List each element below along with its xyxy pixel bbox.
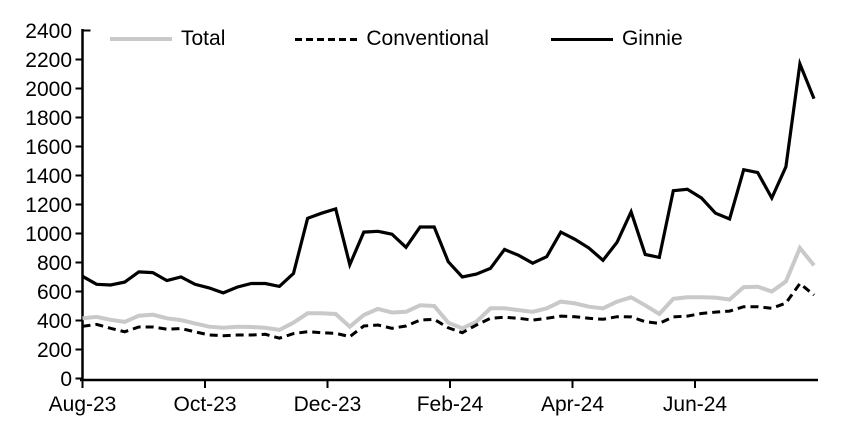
x-tick-label: Apr-24 [541, 393, 604, 416]
legend-label-total: Total [181, 27, 226, 50]
chart-legend: Total Conventional Ginnie [110, 26, 683, 52]
y-tick-label: 600 [37, 281, 72, 304]
conventional-line-swatch-icon [295, 37, 358, 41]
y-tick-label: 1400 [25, 165, 72, 188]
x-tick-label: Aug-23 [49, 393, 117, 416]
legend-item-total: Total [110, 27, 225, 51]
x-tick-label: Oct-23 [173, 393, 236, 416]
ginnie-line-swatch-icon [550, 37, 613, 41]
series-line-ginnie [81, 57, 816, 295]
y-tick-label: 800 [37, 252, 72, 275]
legend-label-conventional: Conventional [366, 27, 489, 50]
y-tick-label: 0 [60, 368, 72, 391]
y-tick-label: 400 [37, 310, 72, 333]
legend-item-ginnie: Ginnie [550, 27, 683, 51]
y-tick-label: 1600 [25, 136, 72, 159]
y-tick-label: 1000 [25, 223, 72, 246]
x-tick-label: Dec-23 [294, 393, 362, 416]
x-tick-label: Feb-24 [417, 393, 484, 416]
series-line-conventional [82, 281, 815, 340]
y-tick-label: 2200 [25, 49, 72, 72]
y-tick-label: 1200 [25, 194, 72, 217]
legend-item-conventional: Conventional [295, 27, 489, 51]
legend-label-ginnie: Ginnie [621, 27, 683, 50]
x-tick-label: Jun-24 [663, 393, 728, 416]
y-tick-label: 2400 [25, 20, 72, 43]
y-tick-label: 1800 [25, 107, 72, 130]
total-line-swatch-icon [110, 37, 172, 41]
y-tick-label: 2000 [25, 78, 72, 101]
series-line-total [82, 244, 816, 332]
y-tick-label: 200 [37, 339, 72, 362]
